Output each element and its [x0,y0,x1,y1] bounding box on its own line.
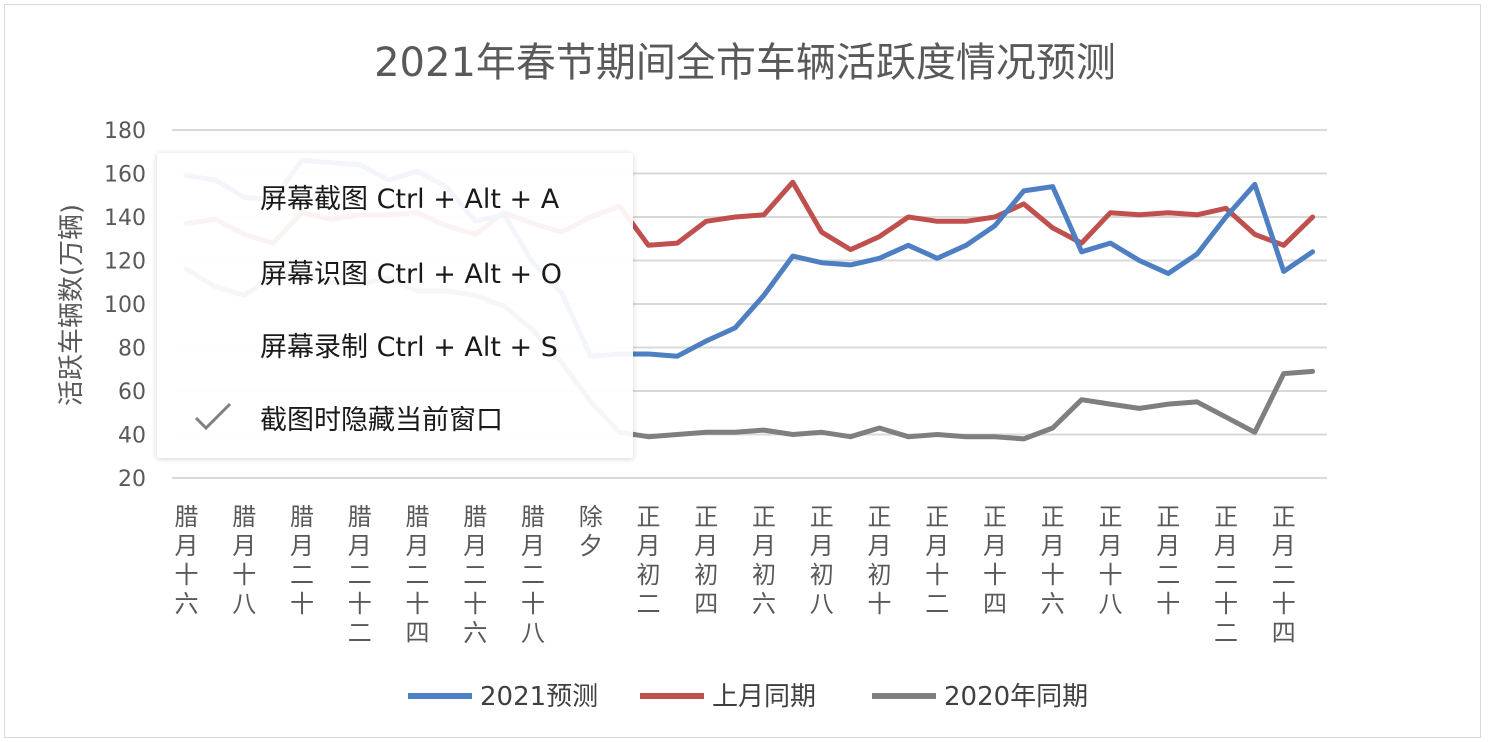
menu-item-label: 屏幕截图 Ctrl + Alt + A [260,183,560,215]
legend-label: 2021预测 [480,682,598,712]
x-tick-label: 腊月二十二 [348,503,372,647]
x-tick-label: 正月二十 [1156,503,1180,618]
chart-frame [4,4,1481,738]
y-tick-label: 140 [104,206,146,231]
x-tick-label: 正月初二 [636,503,660,618]
y-tick-label: 20 [118,467,146,492]
menu-item-screenshot[interactable]: 屏幕截图 Ctrl + Alt + A [157,166,633,226]
menu-item-label: 屏幕识图 Ctrl + Alt + O [260,258,563,290]
x-tick-label: 腊月二十八 [521,503,545,647]
menu-item-image-recognition[interactable]: 屏幕识图 Ctrl + Alt + O [157,241,633,301]
x-tick-label: 正月十八 [1098,503,1122,618]
x-tick-label: 除夕 [579,503,603,560]
menu-item-label: 截图时隐藏当前窗口 [260,404,503,436]
legend-label: 2020年同期 [944,682,1088,712]
y-tick-label: 40 [118,424,146,449]
y-tick-label: 100 [104,293,146,318]
menu-item-label: 屏幕录制 Ctrl + Alt + S [260,331,558,363]
y-axis-label: 活跃车辆数(万辆) [57,204,87,406]
y-tick-labels: 20 40 60 80 100 120 140 160 180 [104,119,146,492]
y-tick-label: 80 [118,337,146,362]
legend-label: 上月同期 [712,682,816,712]
x-tick-label: 腊月十八 [232,503,256,618]
x-tick-label: 正月十四 [983,503,1007,618]
checkmark-icon [194,402,232,431]
x-tick-label: 正月初八 [810,503,834,618]
x-tick-label: 腊月十六 [174,503,198,618]
x-tick-label: 正月初十 [867,503,891,618]
y-tick-label: 160 [104,163,146,188]
x-tick-label: 正月初六 [752,503,776,618]
y-tick-label: 60 [118,380,146,405]
x-tick-labels: 腊月十六 腊月十八 腊月二十 腊月二十二 腊月二十四 腊月二十六 腊月二十八 除夕 正月初二 正月… [174,503,1295,647]
menu-item-screen-record[interactable]: 屏幕录制 Ctrl + Alt + S [157,314,633,374]
legend: 2021预测 上月同期 2020年同期 [408,682,1088,712]
x-tick-label: 正月二十四 [1272,503,1296,647]
x-tick-label: 腊月二十六 [463,503,487,647]
x-tick-label: 腊月二十 [290,503,314,618]
y-tick-label: 120 [104,250,146,275]
x-tick-label: 正月十六 [1041,503,1065,618]
x-tick-label: 腊月二十四 [405,503,429,647]
x-tick-label: 正月二十二 [1214,503,1238,647]
x-tick-label: 正月十二 [925,503,949,618]
y-tick-label: 180 [104,119,146,144]
x-tick-label: 正月初四 [694,503,718,618]
context-menu: 屏幕截图 Ctrl + Alt + A 屏幕识图 Ctrl + Alt + O … [157,153,633,458]
menu-item-hide-window[interactable]: 截图时隐藏当前窗口 [157,387,633,447]
chart-title: 2021年春节期间全市车辆活跃度情况预测 [374,40,1116,86]
